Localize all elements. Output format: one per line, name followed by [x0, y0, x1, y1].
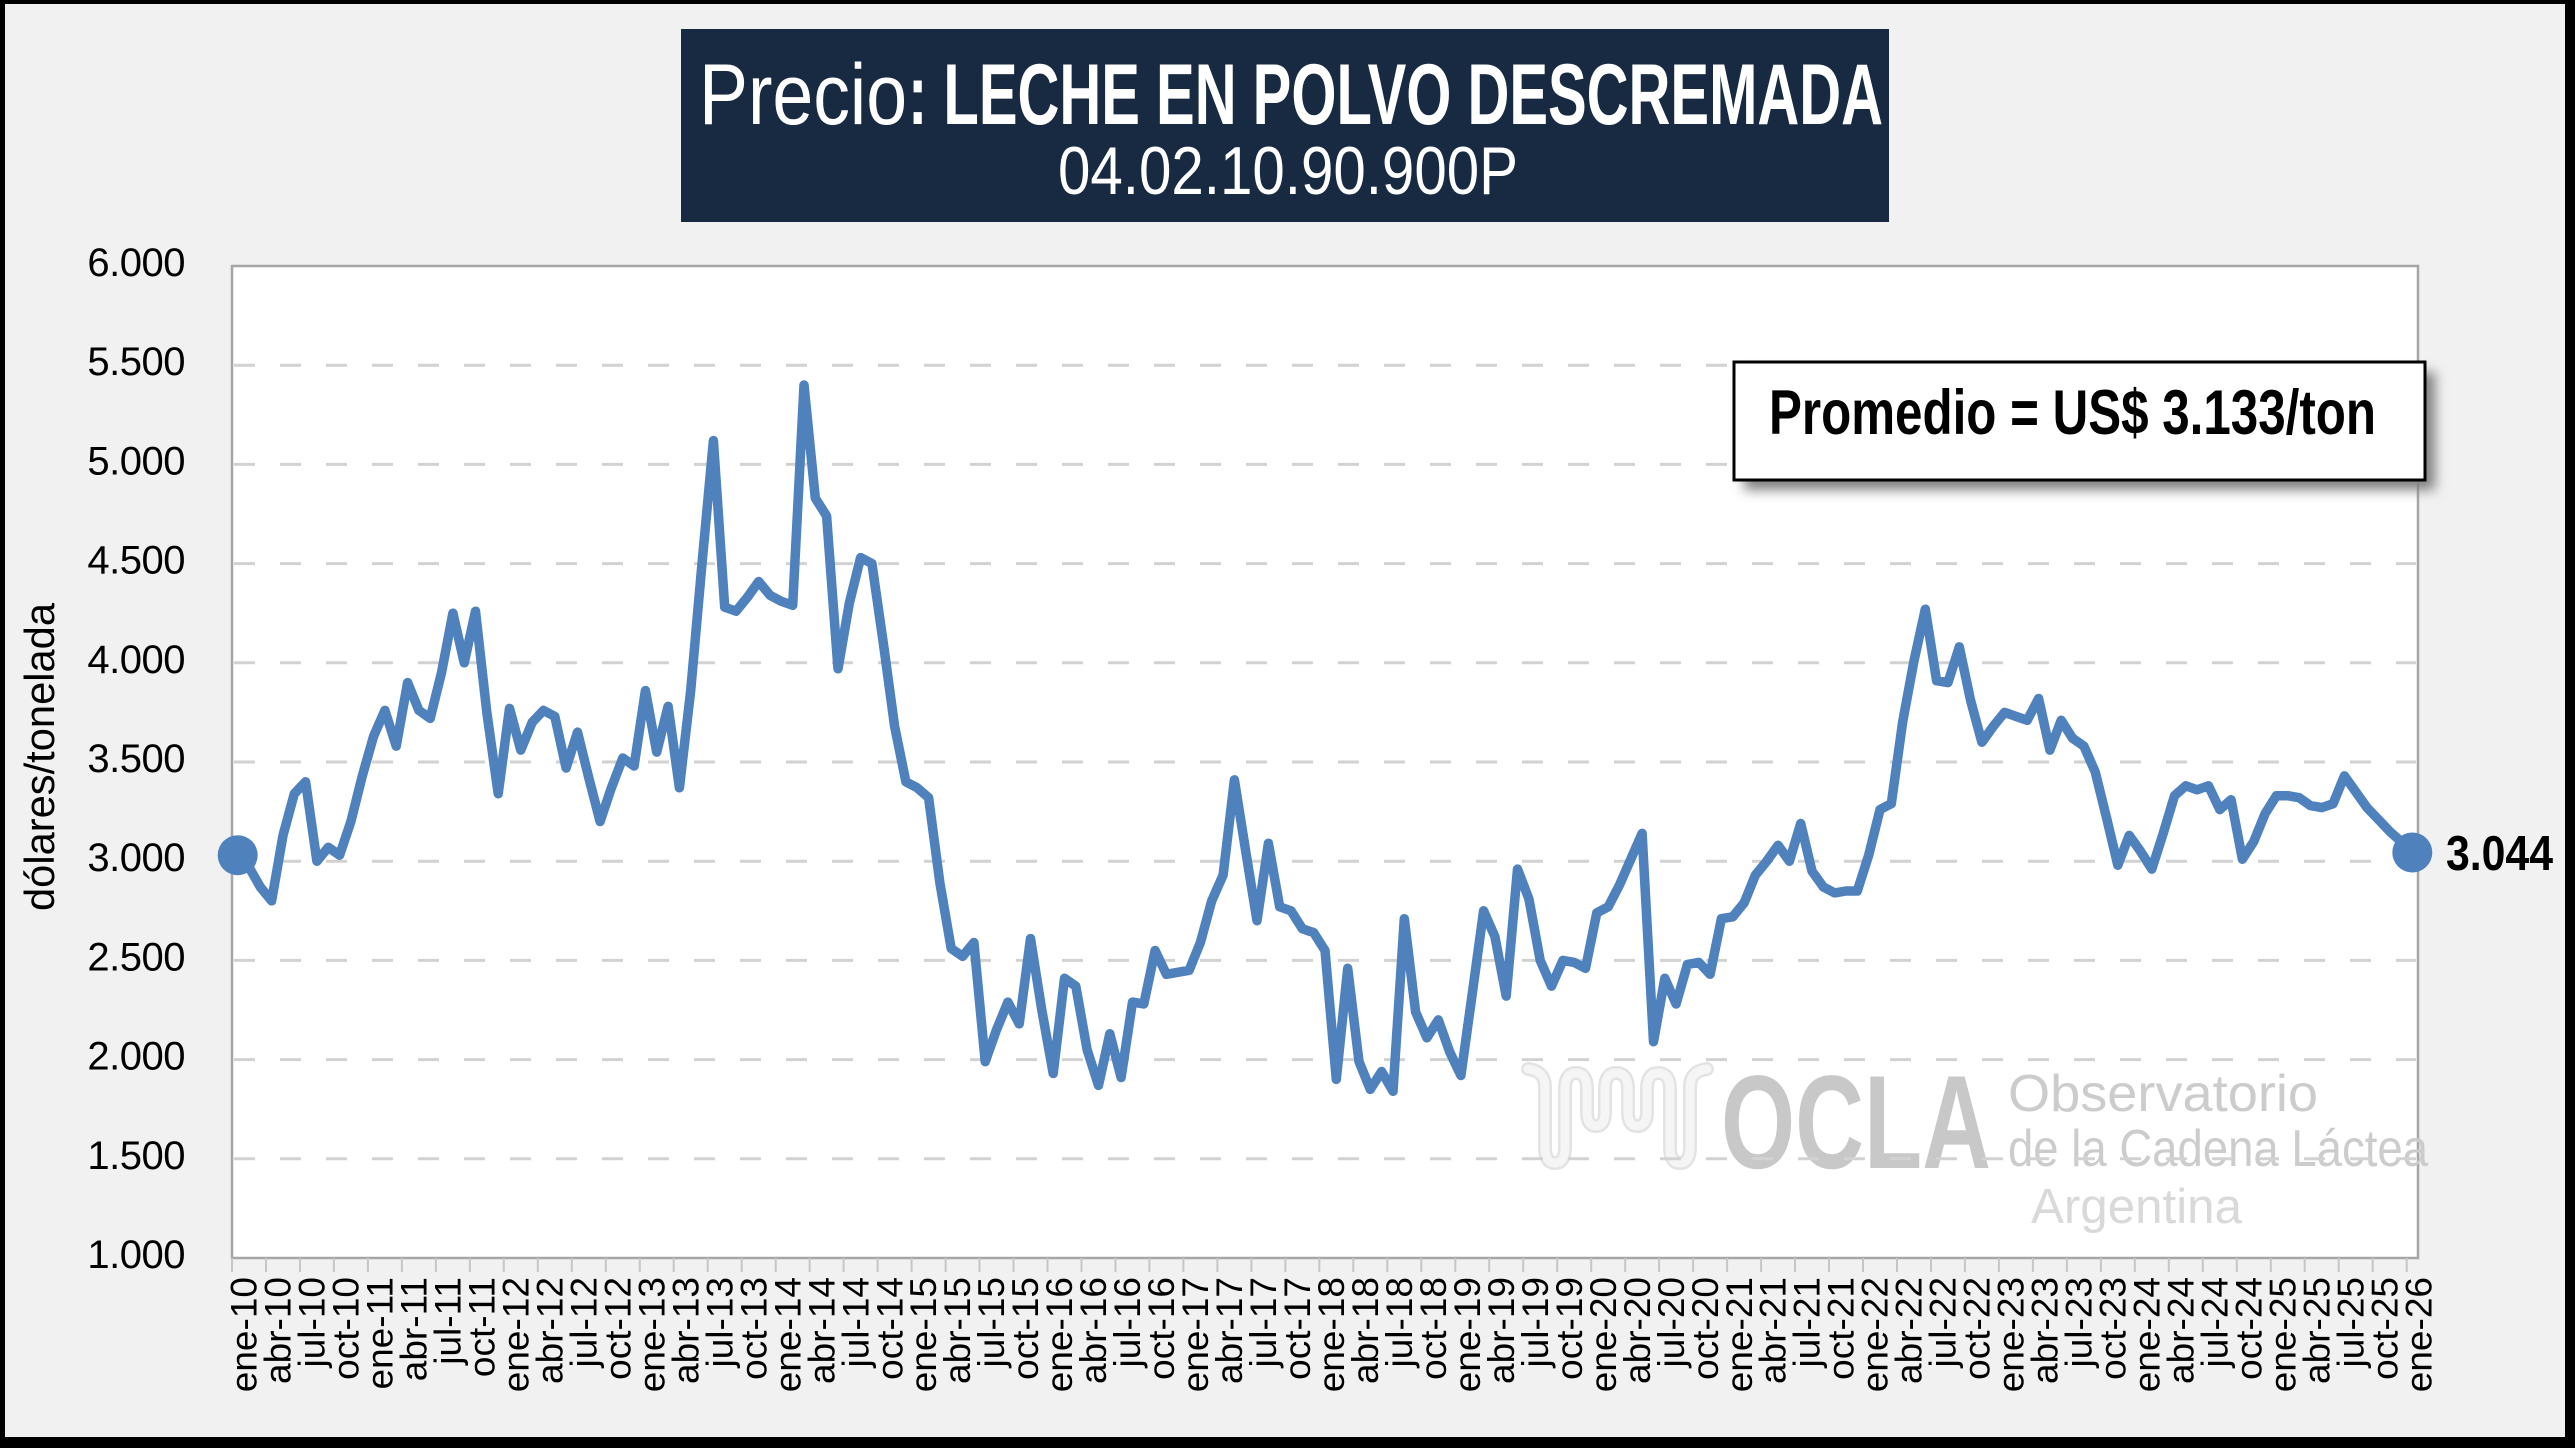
svg-text:6.000: 6.000 [87, 241, 185, 285]
svg-text:jul-10: jul-10 [292, 1277, 333, 1369]
svg-text:2.500: 2.500 [87, 935, 185, 979]
svg-text:oct-19: oct-19 [1549, 1277, 1590, 1380]
svg-text:ene-10: ene-10 [224, 1277, 265, 1392]
svg-text:Argentina: Argentina [2031, 1180, 2243, 1234]
svg-text:jul-20: jul-20 [1651, 1277, 1692, 1369]
svg-text:ene-20: ene-20 [1583, 1277, 1624, 1392]
svg-text:oct-15: oct-15 [1005, 1277, 1046, 1380]
svg-text:abr-24: abr-24 [2161, 1277, 2202, 1384]
svg-text:jul-18: jul-18 [1379, 1277, 1420, 1369]
svg-text:: LECHE EN POLVO DESCREMADA: : LECHE EN POLVO DESCREMADA [908, 47, 1883, 143]
svg-text:oct-23: oct-23 [2093, 1277, 2134, 1380]
svg-text:de la Cadena Láctea: de la Cadena Láctea [2008, 1120, 2428, 1178]
svg-text:4.000: 4.000 [87, 638, 185, 682]
svg-text:oct-18: oct-18 [1413, 1277, 1454, 1380]
svg-text:abr-13: abr-13 [665, 1277, 706, 1384]
svg-text:jul-19: jul-19 [1515, 1277, 1556, 1369]
svg-text:ene-16: ene-16 [1039, 1277, 1080, 1392]
svg-text:ene-17: ene-17 [1175, 1277, 1216, 1392]
svg-text:jul-13: jul-13 [699, 1277, 740, 1369]
svg-text:ene-25: ene-25 [2262, 1277, 2303, 1392]
svg-text:ene-19: ene-19 [1447, 1277, 1488, 1392]
svg-text:abr-11: abr-11 [394, 1277, 435, 1381]
svg-text:oct-17: oct-17 [1277, 1277, 1318, 1380]
svg-text:abr-23: abr-23 [2025, 1277, 2066, 1384]
svg-text:abr-15: abr-15 [937, 1277, 978, 1384]
svg-text:1.000: 1.000 [87, 1233, 185, 1277]
svg-text:ene-21: ene-21 [1719, 1277, 1760, 1392]
svg-text:oct-11: oct-11 [462, 1277, 503, 1377]
svg-text:ene-22: ene-22 [1855, 1277, 1896, 1392]
svg-text:jul-12: jul-12 [564, 1277, 605, 1369]
svg-text:oct-22: oct-22 [1957, 1277, 1998, 1380]
svg-text:1.500: 1.500 [87, 1134, 185, 1178]
svg-text:ene-14: ene-14 [767, 1277, 808, 1392]
svg-text:abr-19: abr-19 [1481, 1277, 1522, 1384]
svg-text:ene-15: ene-15 [903, 1277, 944, 1392]
svg-text:04.02.10.90.900P: 04.02.10.90.900P [1058, 133, 1518, 209]
svg-text:3.000: 3.000 [87, 836, 185, 880]
svg-text:ene-24: ene-24 [2127, 1277, 2168, 1392]
svg-text:abr-17: abr-17 [1209, 1277, 1250, 1384]
svg-text:abr-10: abr-10 [258, 1277, 299, 1384]
svg-text:abr-12: abr-12 [530, 1277, 571, 1384]
svg-text:oct-12: oct-12 [597, 1277, 638, 1380]
svg-text:jul-16: jul-16 [1107, 1277, 1148, 1369]
svg-text:oct-13: oct-13 [733, 1277, 774, 1380]
svg-text:jul-17: jul-17 [1243, 1277, 1284, 1369]
svg-text:jul-25: jul-25 [2330, 1277, 2371, 1369]
svg-text:jul-15: jul-15 [971, 1277, 1012, 1369]
svg-text:Observatorio: Observatorio [2008, 1065, 2318, 1123]
svg-text:oct-25: oct-25 [2364, 1277, 2405, 1380]
svg-text:abr-25: abr-25 [2296, 1277, 2337, 1384]
svg-text:jul-22: jul-22 [1923, 1277, 1964, 1369]
svg-text:abr-21: abr-21 [1753, 1277, 1794, 1384]
svg-text:oct-21: oct-21 [1821, 1277, 1862, 1380]
svg-text:ene-26: ene-26 [2398, 1277, 2439, 1392]
svg-text:3.500: 3.500 [87, 737, 185, 781]
svg-text:5.000: 5.000 [87, 439, 185, 483]
svg-text:2.000: 2.000 [87, 1035, 185, 1079]
svg-text:4.500: 4.500 [87, 539, 185, 583]
svg-text:OCLA: OCLA [1721, 1049, 1991, 1197]
svg-text:ene-11: ene-11 [360, 1277, 401, 1389]
svg-text:ene-13: ene-13 [631, 1277, 672, 1392]
svg-text:abr-16: abr-16 [1073, 1277, 1114, 1384]
svg-text:3.044: 3.044 [2446, 827, 2553, 881]
svg-text:abr-14: abr-14 [801, 1277, 842, 1384]
svg-text:jul-23: jul-23 [2059, 1277, 2100, 1369]
svg-text:jul-21: jul-21 [1787, 1277, 1828, 1369]
svg-text:dólares/tonelada: dólares/tonelada [16, 602, 63, 911]
svg-text:oct-24: oct-24 [2228, 1277, 2269, 1380]
svg-text:abr-22: abr-22 [1889, 1277, 1930, 1384]
svg-text:oct-14: oct-14 [869, 1277, 910, 1380]
svg-text:jul-11: jul-11 [428, 1277, 469, 1366]
svg-text:jul-24: jul-24 [2195, 1277, 2236, 1369]
svg-text:abr-20: abr-20 [1617, 1277, 1658, 1384]
svg-text:Promedio = US$ 3.133/ton: Promedio = US$ 3.133/ton [1769, 378, 2376, 448]
svg-text:abr-18: abr-18 [1345, 1277, 1386, 1384]
svg-text:jul-14: jul-14 [835, 1277, 876, 1369]
svg-text:5.500: 5.500 [87, 340, 185, 384]
svg-text:ene-12: ene-12 [496, 1277, 537, 1392]
svg-text:Precio: Precio [699, 47, 907, 143]
svg-text:ene-18: ene-18 [1311, 1277, 1352, 1392]
svg-text:oct-16: oct-16 [1141, 1277, 1182, 1380]
svg-text:oct-10: oct-10 [326, 1277, 367, 1380]
svg-text:oct-20: oct-20 [1685, 1277, 1726, 1380]
svg-text:ene-23: ene-23 [1991, 1277, 2032, 1392]
